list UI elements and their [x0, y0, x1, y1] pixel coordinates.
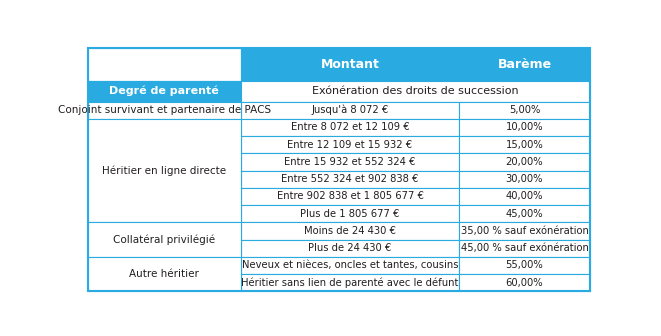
Bar	[459, 153, 590, 171]
Text: Entre 902 838 et 1 805 677 €: Entre 902 838 et 1 805 677 €	[276, 192, 424, 201]
Text: Héritier en ligne directe: Héritier en ligne directe	[102, 165, 226, 176]
Text: Neveux et nièces, oncles et tantes, cousins: Neveux et nièces, oncles et tantes, cous…	[242, 260, 458, 270]
Text: Entre 8 072 et 12 109 €: Entre 8 072 et 12 109 €	[291, 122, 409, 132]
Bar	[88, 119, 241, 222]
Text: Jusqu'à 8 072 €: Jusqu'à 8 072 €	[311, 105, 389, 116]
Bar	[459, 240, 590, 257]
Text: 55,00%: 55,00%	[506, 260, 543, 270]
Bar	[459, 222, 590, 240]
Bar	[241, 171, 459, 188]
Bar	[459, 136, 590, 153]
Text: Entre 15 932 et 552 324 €: Entre 15 932 et 552 324 €	[284, 157, 416, 167]
Text: Plus de 24 430 €: Plus de 24 430 €	[309, 243, 392, 253]
Bar	[241, 136, 459, 153]
Bar	[459, 171, 590, 188]
Bar	[241, 257, 459, 274]
Bar	[241, 205, 459, 222]
Bar	[241, 101, 459, 119]
Text: Conjoint survivant et partenaire de PACS: Conjoint survivant et partenaire de PACS	[58, 105, 271, 115]
Text: Entre 552 324 et 902 838 €: Entre 552 324 et 902 838 €	[282, 174, 419, 184]
Bar	[241, 48, 459, 81]
Text: Collatéral privilégié: Collatéral privilégié	[113, 234, 215, 245]
Text: 15,00%: 15,00%	[506, 140, 543, 150]
Bar	[459, 188, 590, 205]
Text: 35,00 % sauf exónération: 35,00 % sauf exónération	[461, 226, 588, 236]
Bar	[459, 119, 590, 136]
Bar	[241, 81, 590, 101]
Text: 20,00%: 20,00%	[506, 157, 543, 167]
Text: 40,00%: 40,00%	[506, 192, 543, 201]
Text: 10,00%: 10,00%	[506, 122, 543, 132]
Bar	[241, 274, 459, 291]
Text: 30,00%: 30,00%	[506, 174, 543, 184]
Bar	[88, 257, 241, 291]
Text: 45,00 % sauf exónération: 45,00 % sauf exónération	[461, 243, 588, 253]
Text: Plus de 1 805 677 €: Plus de 1 805 677 €	[300, 209, 400, 219]
Bar	[241, 240, 459, 257]
Text: Autre héritier: Autre héritier	[130, 269, 199, 279]
Bar	[459, 205, 590, 222]
Bar	[241, 119, 459, 136]
Bar	[459, 48, 590, 81]
Bar	[241, 153, 459, 171]
Text: 45,00%: 45,00%	[506, 209, 543, 219]
Bar	[459, 101, 590, 119]
Bar	[241, 222, 459, 240]
Text: Héritier sans lien de parenté avec le défunt: Héritier sans lien de parenté avec le dé…	[241, 278, 459, 288]
Bar	[88, 81, 241, 101]
Bar	[88, 48, 241, 81]
Text: Exónération des droits de succession: Exónération des droits de succession	[312, 86, 519, 96]
Text: Barème: Barème	[498, 58, 551, 71]
Text: Moins de 24 430 €: Moins de 24 430 €	[304, 226, 396, 236]
Bar	[241, 188, 459, 205]
Bar	[88, 101, 241, 119]
Bar	[88, 222, 241, 257]
Text: Entre 12 109 et 15 932 €: Entre 12 109 et 15 932 €	[288, 140, 412, 150]
Bar	[459, 274, 590, 291]
Text: 60,00%: 60,00%	[506, 278, 543, 288]
Text: Montant: Montant	[321, 58, 379, 71]
Bar	[459, 257, 590, 274]
Text: 5,00%: 5,00%	[509, 105, 540, 115]
Text: Degré de parenté: Degré de parenté	[110, 86, 219, 96]
